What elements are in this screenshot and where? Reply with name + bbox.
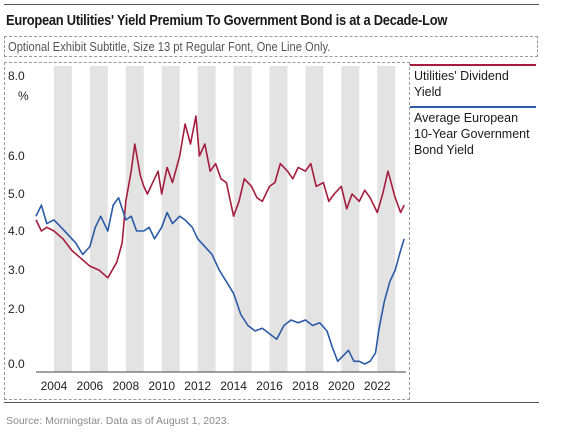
y-tick-label-3.0: 3.0 <box>8 263 25 277</box>
subtitle-box: Optional Exhibit Subtitle, Size 13 pt Re… <box>4 36 538 57</box>
y-tick-label-6.0: 6.0 <box>8 149 25 163</box>
x-tick-label-2010: 2010 <box>148 379 175 393</box>
bottom-rule <box>4 402 539 403</box>
legend-label-bond-yield: Average European 10-Year Government Bond… <box>414 111 530 157</box>
shaded-band-0 <box>53 66 72 372</box>
plot-frame <box>4 62 410 400</box>
x-tick-label-2020: 2020 <box>328 379 355 393</box>
dividend-yield-line <box>35 115 405 279</box>
y-tick-label-0.0: 0.0 <box>8 357 25 371</box>
y-axis-unit-label: % <box>18 89 29 103</box>
x-tick-label-2004: 2004 <box>41 379 68 393</box>
series-lines <box>35 115 405 365</box>
shaded-band-6 <box>269 66 288 372</box>
shaded-band-4 <box>197 66 216 372</box>
bond-yield-line <box>35 196 405 365</box>
legend: Utilities' Dividend Yield Average Europe… <box>410 64 538 164</box>
legend-swatch-bond-yield <box>410 106 536 108</box>
x-axis-ticks: 2004 2006 2008 2010 2012 2014 2016 2018 2020 2022 <box>41 379 391 393</box>
x-tick-label-2008: 2008 <box>112 379 139 393</box>
top-rule <box>4 4 539 5</box>
legend-label-dividend-yield: Utilities' Dividend Yield <box>414 69 509 99</box>
shaded-band-5 <box>233 66 252 372</box>
y-tick-label-2.0: 2.0 <box>8 302 25 316</box>
legend-swatch-dividend-yield <box>410 64 536 66</box>
x-tick-label-2014: 2014 <box>220 379 247 393</box>
y-tick-label-4.0: 4.0 <box>8 224 25 238</box>
shaded-year-bands <box>53 66 396 372</box>
legend-entry-dividend-yield: Utilities' Dividend Yield <box>410 64 538 106</box>
shaded-band-2 <box>125 66 144 372</box>
source-note: Source: Morningstar. Data as of August 1… <box>6 415 230 427</box>
x-tick-label-2022: 2022 <box>364 379 391 393</box>
y-tick-label-8.0: 8.0 <box>8 69 25 83</box>
legend-entry-bond-yield: Average European 10-Year Government Bond… <box>410 106 538 164</box>
shaded-band-9 <box>377 66 396 372</box>
x-tick-label-2018: 2018 <box>292 379 319 393</box>
y-tick-label-5.0: 5.0 <box>8 187 25 201</box>
chart-subtitle: Optional Exhibit Subtitle, Size 13 pt Re… <box>8 39 331 54</box>
x-tick-label-2006: 2006 <box>77 379 104 393</box>
y-axis-ticks: 0.0 2.0 3.0 4.0 5.0 6.0 8.0 <box>8 69 25 371</box>
shaded-band-7 <box>305 66 324 372</box>
shaded-band-8 <box>341 66 360 372</box>
x-tick-label-2012: 2012 <box>184 379 211 393</box>
chart-title: European Utilities' Yield Premium To Gov… <box>6 12 448 29</box>
x-tick-label-2016: 2016 <box>256 379 283 393</box>
